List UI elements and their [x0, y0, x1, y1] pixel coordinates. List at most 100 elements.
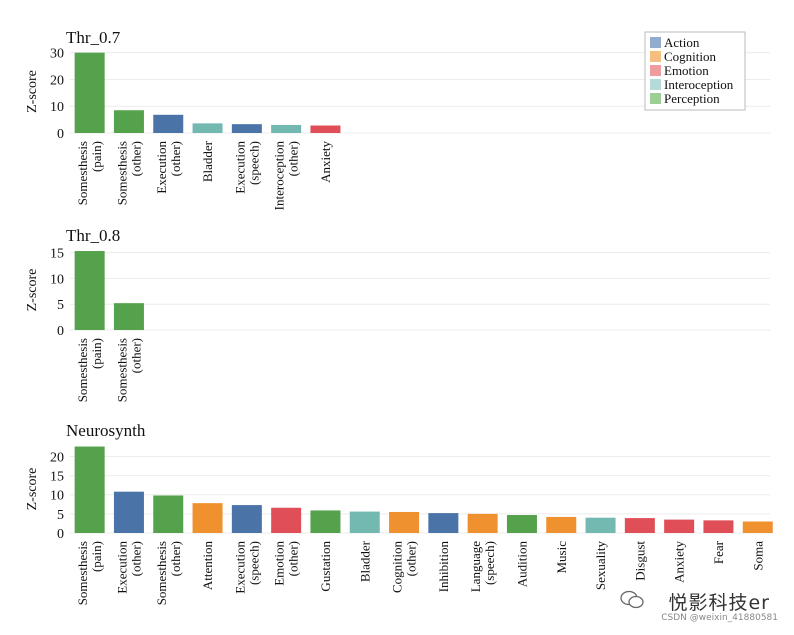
- bar-14: [585, 517, 616, 533]
- chart-title: Neurosynth: [66, 421, 146, 440]
- bar-3: [153, 495, 184, 533]
- y-axis-label: Z-score: [25, 269, 40, 312]
- bar-17: [703, 520, 734, 533]
- bar-18: [742, 521, 773, 533]
- x-tick-label: Fear: [711, 540, 726, 564]
- x-tick-label-line: Execution: [232, 141, 247, 194]
- chart-panel-3: NeurosynthZ-score05101520Somesthesis(pai…: [25, 421, 773, 605]
- legend-swatch: [650, 93, 661, 104]
- bar-8: [349, 511, 380, 533]
- x-tick-label: Interoception(other): [272, 141, 301, 211]
- legend: ActionCognitionEmotionInteroceptionPerce…: [644, 31, 746, 111]
- x-tick-label: Bladder: [200, 140, 215, 182]
- legend-label: Interoception: [664, 77, 734, 92]
- x-tick-label-line: Bladder: [357, 540, 372, 582]
- x-tick-label: Somesthesis(pain): [75, 338, 104, 402]
- x-tick-label: Cognition(other): [390, 541, 419, 594]
- y-tick-label: 20: [50, 450, 64, 465]
- y-axis-label: Z-score: [25, 468, 40, 511]
- x-tick-label-line: (other): [128, 541, 143, 576]
- x-tick-label: Anxiety: [672, 541, 687, 583]
- bar-12: [506, 515, 537, 533]
- legend-label: Perception: [664, 91, 720, 106]
- legend-box: [644, 31, 746, 111]
- y-tick-label: 5: [57, 298, 64, 313]
- bar-9: [389, 511, 420, 533]
- x-tick-label-line: Soma: [750, 541, 765, 571]
- x-tick-label-line: Disgust: [632, 541, 647, 581]
- x-tick-label: Inhibition: [436, 541, 451, 593]
- x-tick-label-line: Music: [554, 541, 569, 574]
- y-tick-label: 0: [57, 527, 64, 542]
- x-tick-label-line: (pain): [89, 338, 104, 369]
- x-tick-label-line: (other): [128, 141, 143, 176]
- bar-1: [74, 446, 105, 533]
- y-tick-label: 15: [50, 247, 64, 262]
- x-tick-label: Sexuality: [593, 541, 608, 591]
- x-tick-label-line: Inhibition: [436, 541, 451, 593]
- x-tick-label: Somesthesis(other): [114, 141, 143, 205]
- legend-swatch: [650, 79, 661, 90]
- x-tick-label: Music: [554, 541, 569, 574]
- bar-16: [664, 519, 695, 533]
- bar-7: [310, 125, 341, 133]
- x-tick-label: Somesthesis(other): [114, 338, 143, 402]
- watermark-text: 悦影科技er: [668, 592, 770, 614]
- x-tick-label: Bladder: [357, 540, 372, 582]
- x-tick-label: Emotion(other): [272, 541, 301, 586]
- x-tick-label-line: (pain): [89, 141, 104, 172]
- wechat-icon: [620, 590, 644, 610]
- y-tick-label: 30: [50, 47, 64, 62]
- x-tick-label: Soma: [750, 541, 765, 571]
- bar-11: [467, 513, 498, 533]
- x-tick-label-line: (other): [286, 141, 301, 176]
- y-tick-label: 0: [57, 324, 64, 339]
- y-tick-label: 10: [50, 272, 64, 287]
- x-tick-label: Somesthesis(other): [154, 541, 183, 605]
- x-tick-label-line: Audition: [514, 541, 529, 588]
- x-tick-label-line: (other): [168, 141, 183, 176]
- x-tick-label: Language(speech): [468, 541, 497, 592]
- x-tick-label-line: Language: [468, 541, 483, 592]
- bar-5: [231, 505, 262, 533]
- y-tick-label: 20: [50, 73, 64, 88]
- bar-1: [74, 251, 105, 330]
- x-tick-label-line: (speech): [482, 541, 497, 585]
- x-tick-label: Attention: [200, 541, 215, 591]
- x-tick-label-line: Cognition: [390, 541, 405, 594]
- x-tick-label: Anxiety: [318, 141, 333, 183]
- bar-4: [192, 503, 223, 533]
- x-tick-label-line: Somesthesis: [114, 338, 129, 402]
- x-tick-label-line: Somesthesis: [75, 141, 90, 205]
- x-tick-label-line: Execution: [232, 541, 247, 594]
- x-tick-label: Execution(other): [154, 141, 183, 194]
- x-tick-label-line: Gustation: [318, 541, 333, 592]
- x-tick-label-line: (other): [404, 541, 419, 576]
- x-tick-label-line: Fear: [711, 540, 726, 564]
- bar-2: [113, 110, 144, 133]
- bar-4: [192, 123, 223, 133]
- x-tick-label-line: (speech): [246, 141, 261, 185]
- bar-6: [271, 124, 302, 133]
- x-tick-label-line: Somesthesis: [75, 541, 90, 605]
- x-tick-label-line: Somesthesis: [154, 541, 169, 605]
- bar-3: [153, 114, 184, 133]
- y-tick-label: 0: [57, 127, 64, 142]
- x-tick-label: Gustation: [318, 541, 333, 592]
- x-tick-label: Execution(speech): [232, 141, 261, 194]
- x-tick-label-line: Somesthesis: [75, 338, 90, 402]
- bar-13: [546, 516, 577, 533]
- legend-label: Emotion: [664, 63, 709, 78]
- legend-swatch: [650, 65, 661, 76]
- x-tick-label-line: (pain): [89, 541, 104, 572]
- x-tick-label-line: Bladder: [200, 140, 215, 182]
- y-tick-label: 10: [50, 100, 64, 115]
- bar-5: [231, 124, 262, 133]
- bar-2: [113, 303, 144, 330]
- x-tick-label: Somesthesis(pain): [75, 541, 104, 605]
- legend-label: Action: [664, 35, 700, 50]
- x-tick-label-line: Somesthesis: [114, 141, 129, 205]
